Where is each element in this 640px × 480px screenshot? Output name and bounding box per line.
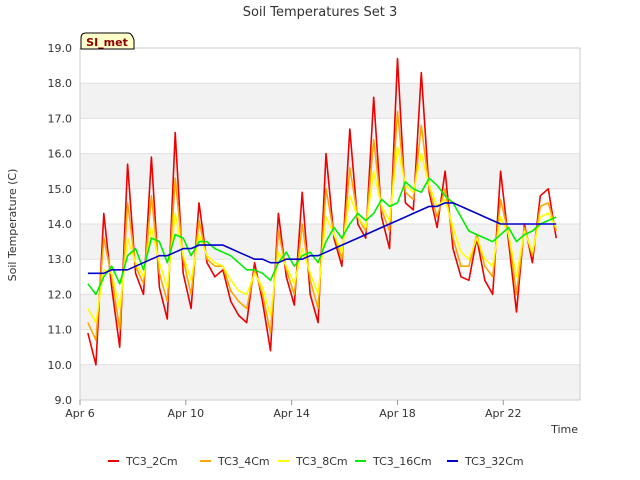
- grid-band: [80, 153, 580, 189]
- x-tick-label: Apr 18: [379, 407, 416, 420]
- plot-frame: [79, 47, 581, 401]
- site-badge-label: SI_met: [86, 36, 128, 49]
- legend-entry-tc3_2cm: TC3_2Cm: [125, 455, 178, 468]
- y-tick-label: 17.0: [48, 112, 73, 125]
- y-tick-label: 13.0: [48, 253, 73, 266]
- y-tick-label: 14.0: [48, 218, 73, 231]
- series-line-tc3_32cm: [87, 202, 557, 275]
- y-tick-label: 19.0: [48, 42, 73, 55]
- series-line-tc3_16cm: [87, 177, 557, 296]
- y-tick-label: 18.0: [48, 77, 73, 90]
- x-axis-ticks: Apr 6 Apr 10 Apr 14 Apr 18 Apr 22: [65, 400, 522, 420]
- grid-band: [80, 83, 580, 119]
- y-axis-ticks: 9.0 10.0 11.0 12.0 13.0 14.0 15.0 16.0 17.0 18.0 1…: [48, 42, 73, 407]
- legend-entry-tc3_16cm: TC3_16Cm: [372, 455, 432, 468]
- x-axis-label: Time: [550, 423, 578, 436]
- legend-entry-tc3_4cm: TC3_4Cm: [217, 455, 270, 468]
- site-badge-box: [80, 32, 135, 50]
- y-tick-label: 16.0: [48, 148, 73, 161]
- y-tick-label: 9.0: [55, 394, 73, 407]
- grid-band: [80, 364, 580, 400]
- x-tick-label: Apr 10: [168, 407, 205, 420]
- grid-band: [80, 294, 580, 330]
- site-badge: SI_met: [80, 32, 135, 50]
- y-tick-label: 12.0: [48, 288, 73, 301]
- legend-entry-tc3_8cm: TC3_8Cm: [295, 455, 348, 468]
- x-tick-label: Apr 14: [273, 407, 310, 420]
- series-line-tc3_8cm: [87, 145, 557, 324]
- y-tick-label: 11.0: [48, 324, 73, 337]
- legend-entry-tc3_32cm: TC3_32Cm: [464, 455, 524, 468]
- y-tick-label: 10.0: [48, 359, 73, 372]
- y-tick-label: 15.0: [48, 183, 73, 196]
- chart-title: Soil Temperatures Set 3: [243, 5, 398, 20]
- y-axis-label: Soil Temperature (C): [6, 169, 19, 282]
- series-lines: [87, 57, 557, 366]
- legend: TC3_2Cm TC3_4Cm TC3_8Cm TC3_16Cm TC3_32Cm: [108, 455, 524, 468]
- x-tick-label: Apr 22: [485, 407, 522, 420]
- x-tick-label: Apr 6: [65, 407, 95, 420]
